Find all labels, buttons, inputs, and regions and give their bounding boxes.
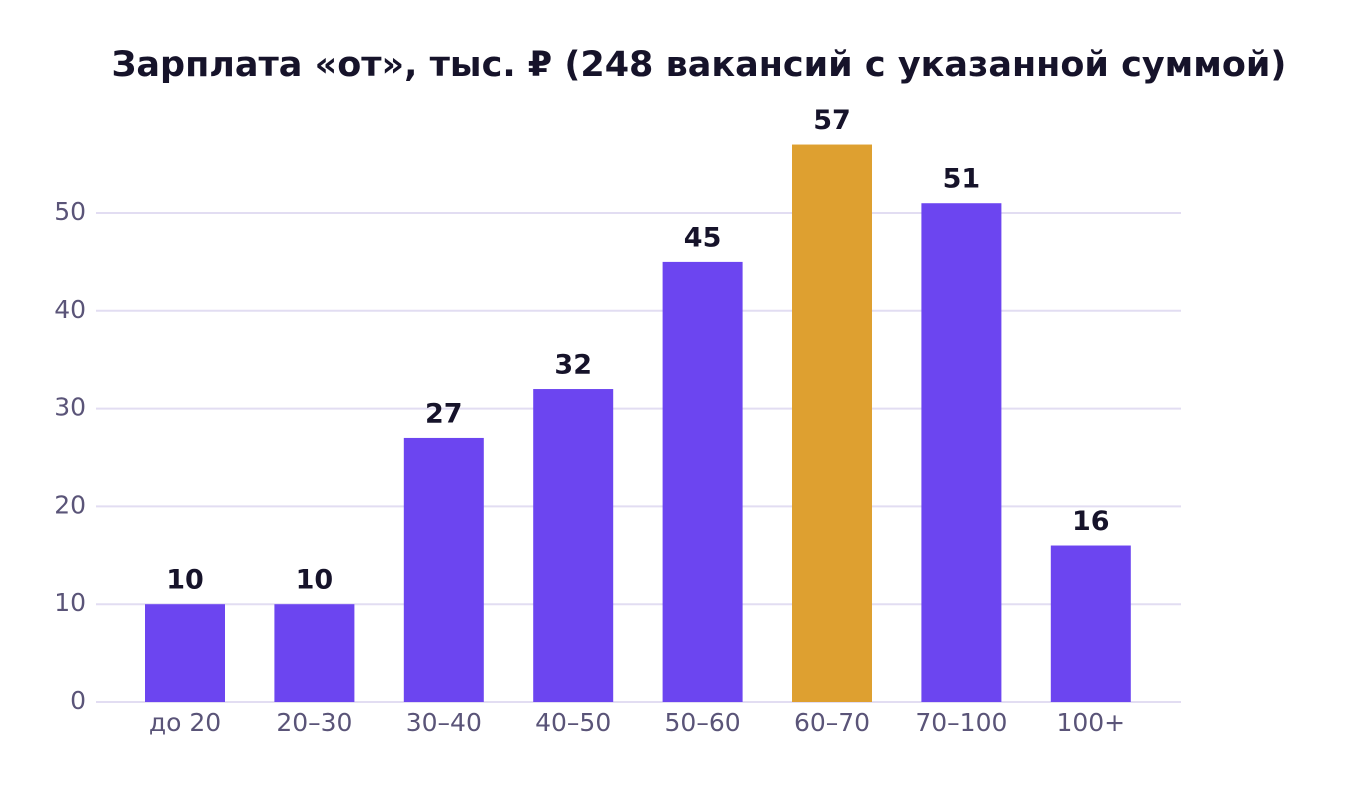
value-label: 51	[943, 164, 981, 195]
x-tick-label: 30–40	[406, 708, 482, 737]
y-tick-label: 0	[70, 686, 86, 715]
x-tick-label: 60–70	[794, 708, 870, 737]
bar	[403, 437, 484, 702]
bar	[792, 144, 872, 703]
value-label: 10	[296, 565, 334, 596]
bar	[921, 203, 1002, 702]
x-tick-label: 20–30	[276, 708, 352, 737]
value-label: 10	[166, 565, 204, 596]
y-tick-label: 30	[54, 393, 86, 422]
y-tick-label: 20	[54, 490, 86, 519]
chart-title: Зарплата «от», тыс. ₽ (248 вакансий с ук…	[112, 45, 1287, 85]
bar	[533, 389, 614, 702]
value-label: 45	[684, 222, 722, 253]
bar	[662, 261, 743, 702]
x-tick-label: 70–100	[915, 708, 1007, 737]
bar	[274, 604, 355, 702]
value-label: 32	[554, 350, 592, 381]
x-tick-label: 100+	[1056, 708, 1125, 737]
x-tick-label: 50–60	[665, 708, 741, 737]
value-label: 16	[1072, 506, 1110, 537]
y-tick-label: 40	[54, 295, 86, 324]
value-label: 57	[813, 105, 851, 136]
y-tick-label: 10	[54, 588, 86, 617]
value-label: 27	[425, 398, 463, 429]
bar	[1050, 545, 1131, 702]
y-tick-label: 50	[54, 197, 86, 226]
bar	[145, 604, 225, 702]
x-tick-label: 40–50	[535, 708, 611, 737]
x-tick-label: до 20	[149, 708, 221, 737]
